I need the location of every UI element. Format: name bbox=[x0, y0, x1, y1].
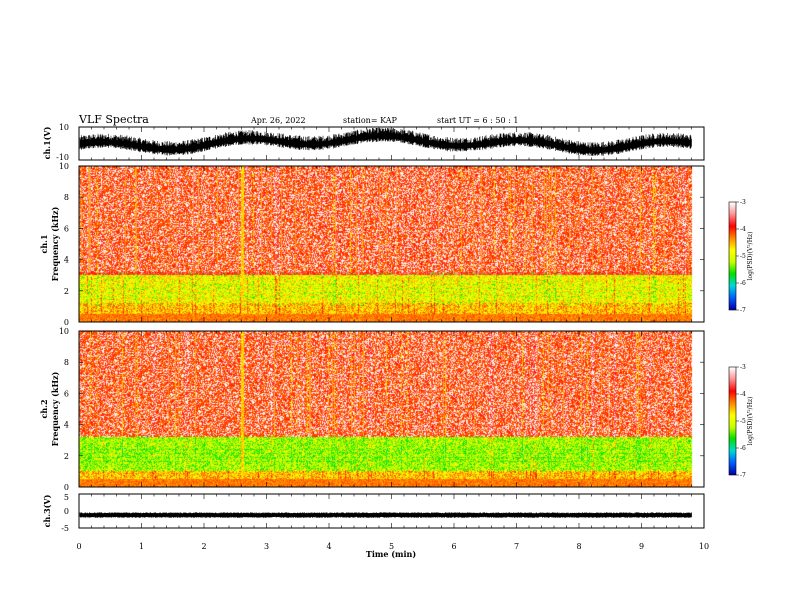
colorbar-tick-label: -3 bbox=[740, 364, 746, 371]
x-tick-label: 7 bbox=[514, 542, 519, 551]
colorbar-tick-label: -7 bbox=[740, 307, 746, 314]
x-tick-label: 3 bbox=[264, 542, 269, 551]
frequency-tick-label: 10 bbox=[59, 162, 69, 171]
x-tick-label: 5 bbox=[389, 542, 394, 551]
x-tick-label: 9 bbox=[639, 542, 644, 551]
ch1-spectrogram-image bbox=[79, 166, 704, 322]
ch1-ytick-label: -10 bbox=[56, 153, 69, 162]
ch3-ytick-label: -5 bbox=[61, 524, 69, 533]
ch1-colorbar-gradient bbox=[729, 202, 736, 310]
start-time-label: start UT = 6 : 50 : 1 bbox=[437, 116, 518, 125]
ch3-ytick-label: 0 bbox=[64, 507, 69, 516]
frequency-tick-label: 10 bbox=[59, 327, 69, 336]
colorbar-tick-label: -6 bbox=[740, 280, 746, 287]
ch3-waveform-ylabel: ch.3(V) bbox=[42, 494, 52, 527]
waveform-trace bbox=[79, 128, 692, 156]
x-tick-label: 0 bbox=[76, 542, 81, 551]
station-label: station= KAP bbox=[343, 116, 398, 125]
ch2-spectrogram-panel: 0 2 4 6 8 10 ch.2 Frequency (kHz) -3 -4 -5 -6 -7 … bbox=[39, 327, 754, 492]
x-tick-label: 2 bbox=[201, 542, 206, 551]
ch3-ytick-label: 5 bbox=[64, 493, 69, 502]
waveform-trace bbox=[79, 512, 692, 518]
ch1-spectrogram-ylabel-channel: ch.1 bbox=[39, 234, 49, 253]
frequency-tick-label: 2 bbox=[64, 287, 69, 296]
colorbar-tick-label: -4 bbox=[740, 391, 746, 398]
x-tick-label: 1 bbox=[139, 542, 144, 551]
ch1-colorbar: -3 -4 -5 -6 -7 log(PSD)(V²/Hz) bbox=[728, 199, 754, 314]
ch1-spectrogram-panel: 0 2 4 6 8 10 ch.1 Frequency (kHz) -3 -4 -5 -6 -7 … bbox=[39, 162, 754, 327]
frequency-tick-label: 8 bbox=[64, 358, 69, 367]
ch2-spectrogram-ylabel-channel: ch.2 bbox=[39, 399, 49, 418]
date-label: Apr. 26, 2022 bbox=[250, 116, 306, 125]
frequency-tick-label: 0 bbox=[64, 483, 69, 492]
ch1-ytick-label: 10 bbox=[59, 123, 69, 132]
ch1-colorbar-label: log(PSD)(V²/Hz) bbox=[747, 232, 754, 281]
colorbar-tick-label: -7 bbox=[740, 472, 746, 479]
frequency-tick-label: 6 bbox=[64, 389, 69, 398]
frequency-tick-label: 4 bbox=[64, 421, 69, 430]
ch2-spectrogram-ylabel-frequency: Frequency (kHz) bbox=[50, 371, 60, 446]
ch1-waveform-panel: 10 -10 ch.1(V) bbox=[42, 123, 705, 162]
x-tick-label: 4 bbox=[326, 542, 331, 551]
frequency-tick-label: 0 bbox=[64, 318, 69, 327]
x-tick-label: 6 bbox=[451, 542, 456, 551]
frequency-tick-label: 4 bbox=[64, 256, 69, 265]
colorbar-tick-label: -6 bbox=[740, 445, 746, 452]
ch3-waveform-panel: 5 0 -5 ch.3(V) bbox=[42, 493, 705, 533]
ch2-colorbar-label: log(PSD)(V²/Hz) bbox=[747, 397, 754, 446]
colorbar-tick-label: -4 bbox=[740, 226, 746, 233]
colorbar-tick-label: -3 bbox=[740, 199, 746, 206]
colorbar-tick-label: -5 bbox=[740, 418, 746, 425]
ch2-colorbar-gradient bbox=[729, 367, 736, 475]
ch2-colorbar: -3 -4 -5 -6 -7 log(PSD)(V²/Hz) bbox=[728, 364, 754, 479]
ch2-spectrogram-image bbox=[79, 331, 704, 487]
colorbar-tick-label: -5 bbox=[740, 253, 746, 260]
x-tick-label: 8 bbox=[576, 542, 581, 551]
x-axis-label: Time (min) bbox=[366, 549, 416, 559]
frequency-tick-label: 6 bbox=[64, 224, 69, 233]
frequency-tick-label: 2 bbox=[64, 452, 69, 461]
ch1-spectrogram-ylabel-frequency: Frequency (kHz) bbox=[50, 206, 60, 281]
x-tick-label: 10 bbox=[699, 542, 709, 551]
x-axis-tick-labels: 0 1 2 3 4 5 6 7 8 9 10 bbox=[76, 542, 709, 551]
chart-title: VLF Spectra bbox=[78, 113, 149, 126]
frequency-tick-label: 8 bbox=[64, 193, 69, 202]
ch1-waveform-ylabel: ch.1(V) bbox=[42, 126, 52, 159]
